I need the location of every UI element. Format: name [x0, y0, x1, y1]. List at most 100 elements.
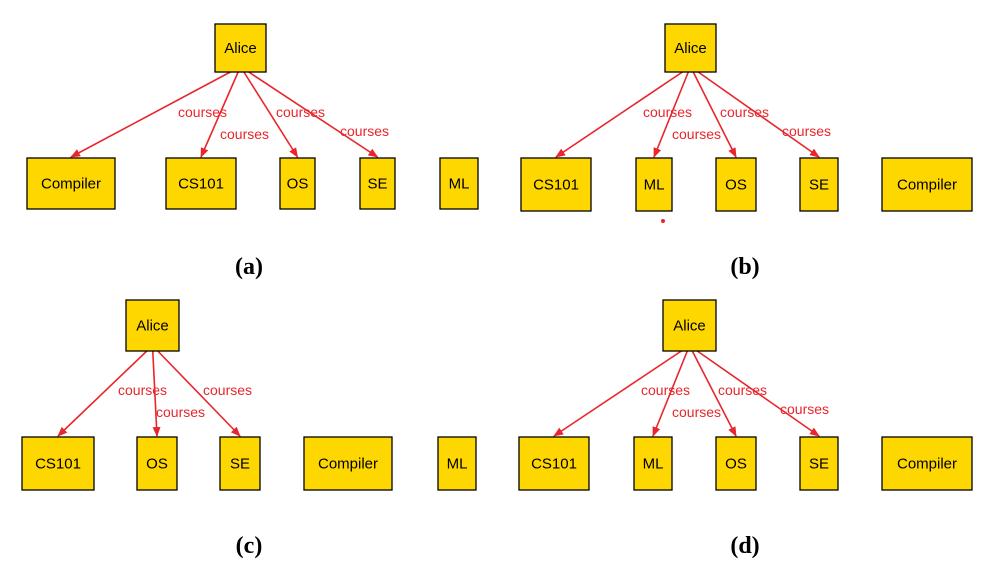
- node-se-box: [799, 157, 839, 212]
- edge-alice-os: [691, 350, 737, 437]
- edge-label-os: courses: [156, 404, 205, 420]
- edge-label-se: courses: [340, 123, 389, 139]
- node-compiler: Compiler: [881, 436, 973, 491]
- edge-label-cs101: courses: [643, 104, 692, 120]
- edge-label-se: courses: [203, 382, 252, 398]
- edge-alice-ml: [652, 350, 689, 437]
- panel-a: courses courses courses courses Alice Compile…: [26, 23, 479, 280]
- node-alice-box: [664, 23, 717, 73]
- edge-alice-cs101: [553, 350, 682, 437]
- node-se-box: [359, 157, 396, 210]
- node-os-label: OS: [146, 456, 168, 473]
- node-compiler-label: Compiler: [41, 176, 101, 193]
- node-os-box: [279, 157, 316, 210]
- node-se-box: [219, 436, 261, 491]
- node-cs101-label: CS101: [531, 456, 577, 473]
- edge-label-cs101: courses: [118, 382, 167, 398]
- node-ml: ML: [633, 436, 673, 491]
- node-se-label: SE: [367, 176, 387, 193]
- node-alice-box: [125, 299, 180, 352]
- node-cs101: CS101: [165, 157, 237, 210]
- edge-alice-os: [692, 71, 737, 158]
- node-se: SE: [799, 436, 839, 491]
- node-cs101-label: CS101: [533, 177, 579, 194]
- edge-label-os: courses: [276, 104, 325, 120]
- node-alice-box: [662, 299, 717, 352]
- node-compiler: Compiler: [881, 157, 973, 212]
- node-alice-label: Alice: [136, 318, 169, 335]
- node-ml-label: ML: [644, 177, 665, 194]
- node-cs101: CS101: [21, 436, 95, 491]
- node-os: OS: [715, 157, 757, 212]
- edge-label-cs101: courses: [641, 382, 690, 398]
- node-os-box: [136, 436, 178, 491]
- node-compiler-box: [303, 436, 393, 491]
- edge-label-cs101: courses: [220, 126, 269, 142]
- edge-alice-compiler: [70, 71, 231, 158]
- edge-alice-cs101: [555, 71, 683, 158]
- node-os: OS: [715, 436, 757, 491]
- panel-caption-d: (d): [730, 533, 759, 559]
- node-os-box: [715, 436, 757, 491]
- node-se: SE: [219, 436, 261, 491]
- node-ml-box: [437, 436, 477, 491]
- node-cs101-box: [21, 436, 95, 491]
- panel-c: courses courses courses Alice CS101 OS SE Compi…: [21, 299, 477, 559]
- edge-label-ml: courses: [672, 404, 721, 420]
- node-cs101-label: CS101: [178, 176, 224, 193]
- node-ml-box: [635, 157, 673, 212]
- node-ml-box: [633, 436, 673, 491]
- node-se-box: [799, 436, 839, 491]
- node-compiler: Compiler: [26, 157, 116, 210]
- edge-label-os: courses: [718, 382, 767, 398]
- node-alice-label: Alice: [673, 318, 706, 335]
- edge-label-os: courses: [720, 104, 769, 120]
- node-alice-box: [214, 23, 267, 73]
- node-compiler-box: [26, 157, 116, 210]
- edge-label-ml: courses: [672, 126, 721, 142]
- node-cs101-box: [518, 436, 590, 491]
- panel-b: courses courses courses courses Alice CS101 ML…: [520, 23, 973, 280]
- node-compiler-box: [881, 157, 973, 212]
- edge-label-compiler: courses: [178, 104, 227, 120]
- edge-alice-se: [697, 71, 820, 158]
- node-ml: ML: [439, 157, 479, 210]
- node-ml-label: ML: [447, 456, 468, 473]
- panel-caption-b: (b): [730, 254, 759, 280]
- node-se-label: SE: [809, 177, 829, 194]
- node-alice-label: Alice: [674, 40, 707, 57]
- node-cs101: CS101: [520, 157, 592, 212]
- node-ml-label: ML: [449, 176, 470, 193]
- node-os: OS: [136, 436, 178, 491]
- node-alice: Alice: [662, 299, 717, 352]
- node-cs101-box: [165, 157, 237, 210]
- node-ml: ML: [635, 157, 673, 212]
- edge-alice-se: [157, 350, 241, 437]
- node-cs101-label: CS101: [35, 456, 81, 473]
- node-cs101: CS101: [518, 436, 590, 491]
- edge-alice-cs101: [200, 71, 239, 158]
- node-os: OS: [279, 157, 316, 210]
- node-alice: Alice: [664, 23, 717, 73]
- node-ml: ML: [437, 436, 477, 491]
- node-cs101-box: [520, 157, 592, 212]
- edge-alice-ml: [653, 71, 690, 158]
- node-os-box: [715, 157, 757, 212]
- node-se-label: SE: [809, 456, 829, 473]
- edge-alice-se: [696, 350, 820, 437]
- edge-alice-se: [248, 71, 379, 158]
- node-alice: Alice: [125, 299, 180, 352]
- edge-label-se: courses: [782, 123, 831, 139]
- node-compiler-label: Compiler: [897, 177, 957, 194]
- node-se: SE: [799, 157, 839, 212]
- node-compiler: Compiler: [303, 436, 393, 491]
- node-se-label: SE: [230, 456, 250, 473]
- node-ml-label: ML: [643, 456, 664, 473]
- panel-caption-a: (a): [235, 254, 263, 280]
- node-os-label: OS: [725, 456, 747, 473]
- stray-dot: [661, 219, 665, 223]
- node-se: SE: [359, 157, 396, 210]
- node-alice: Alice: [214, 23, 267, 73]
- node-compiler-label: Compiler: [318, 456, 378, 473]
